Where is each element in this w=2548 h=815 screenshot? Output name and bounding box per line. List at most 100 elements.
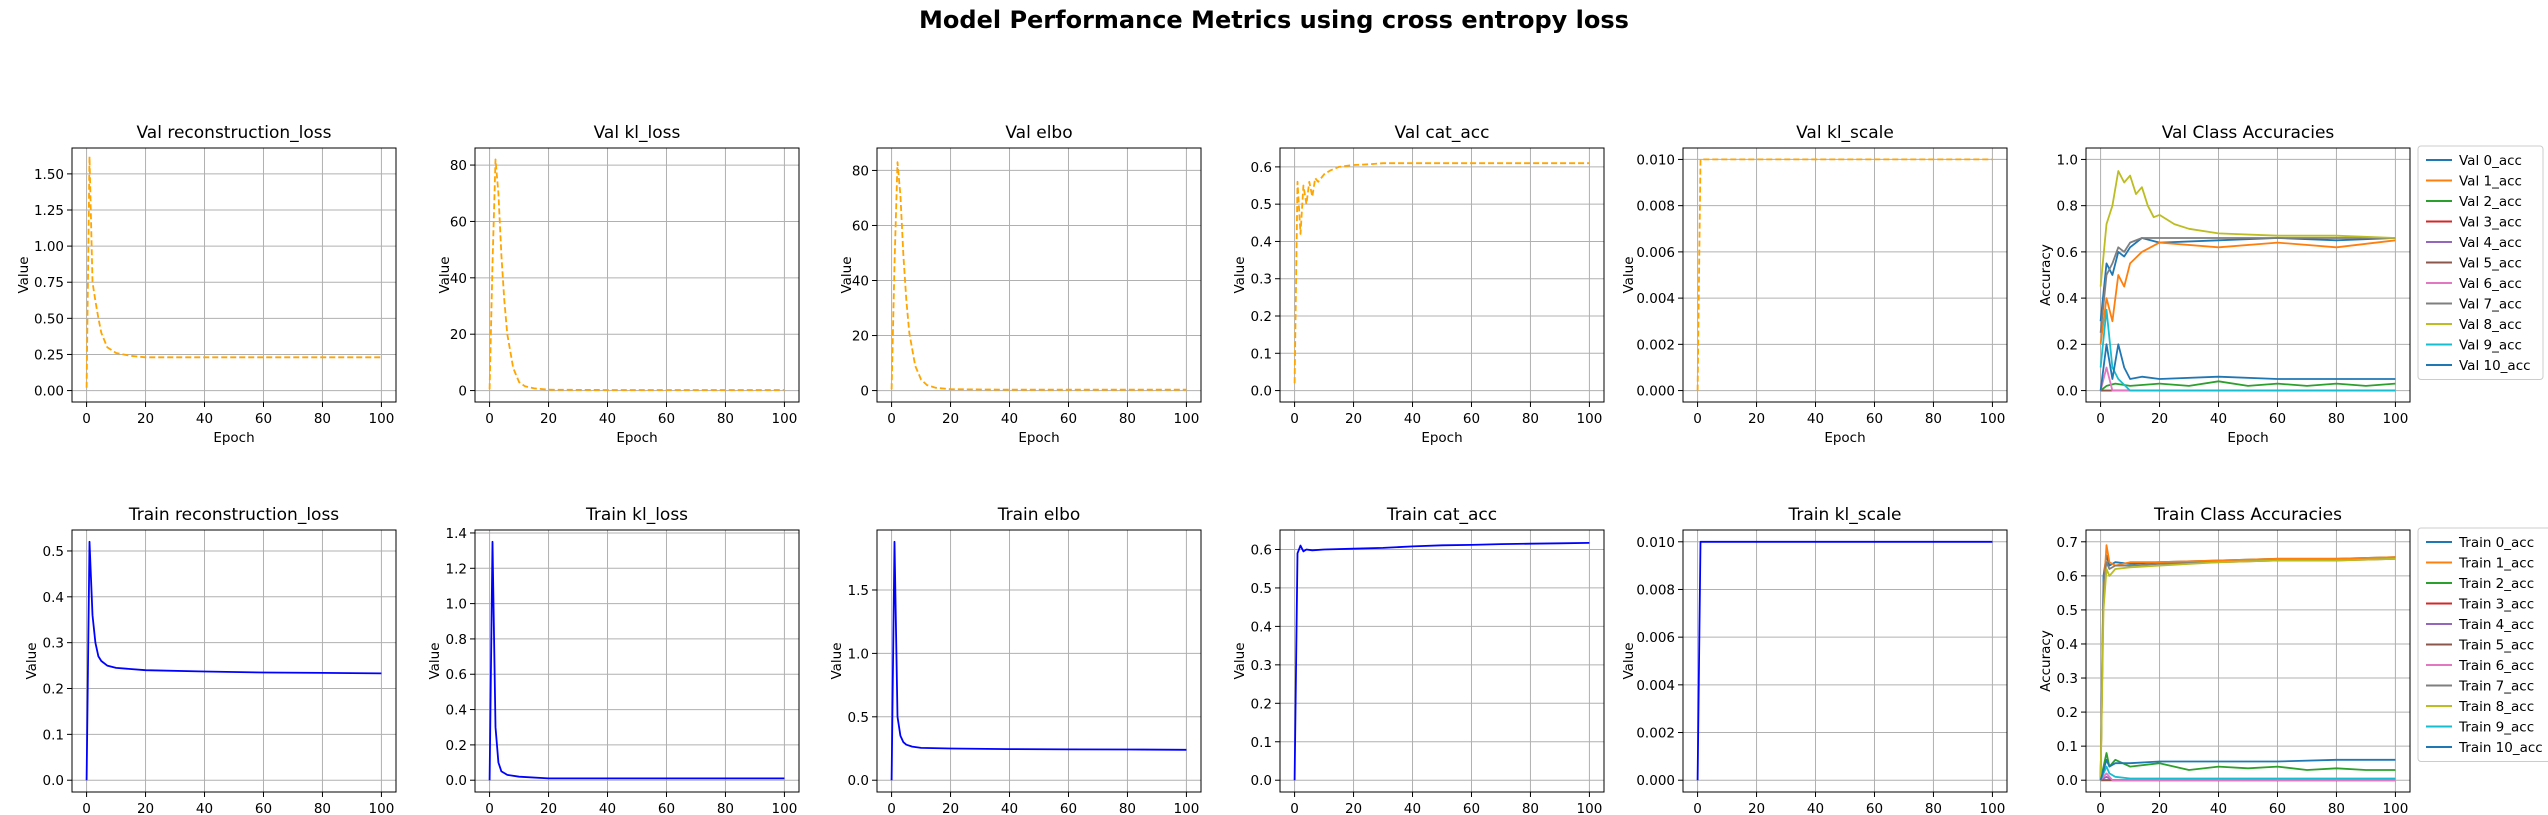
legend-label: Val 1_acc (2459, 174, 2522, 190)
y-tick-label: 1.5 (848, 583, 869, 599)
series-line (890, 540, 1187, 781)
x-tick-label: 40 (1807, 411, 1824, 427)
legend-label: Train 6_acc (2458, 658, 2534, 674)
panel-title: Val cat_acc (1395, 123, 1490, 143)
y-tick-label: 0.004 (1636, 678, 1675, 694)
y-tick-label: 1.2 (446, 561, 467, 577)
x-tick-label: 60 (658, 801, 675, 815)
legend-label: Val 2_acc (2459, 194, 2522, 210)
y-tick-label: 0.1 (2057, 739, 2078, 755)
x-tick-label: 0 (1290, 411, 1299, 427)
series-line (2099, 772, 2396, 782)
series-line (2099, 557, 2396, 781)
y-axis-label: Value (1232, 256, 1248, 293)
x-tick-label: 100 (1174, 411, 1200, 427)
x-tick-label: 60 (1060, 411, 1077, 427)
series-line (488, 540, 785, 781)
y-tick-label: 80 (852, 163, 869, 179)
legend-box (2417, 145, 2544, 380)
series-line (488, 158, 785, 391)
series-line (85, 155, 382, 388)
axes-frame (71, 147, 397, 403)
y-tick-label: 0.4 (2057, 291, 2078, 307)
y-axis-label: Value (829, 642, 845, 679)
series-line (1696, 158, 1993, 391)
y-tick-label: 1.0 (2057, 152, 2078, 168)
y-tick-label: 0.4 (1251, 619, 1272, 635)
legend-label: Train 4_acc (2458, 617, 2534, 633)
figure-title: Model Performance Metrics using cross en… (919, 6, 1629, 34)
legend-label: Val 6_acc (2459, 276, 2522, 292)
y-tick-label: 0.75 (34, 275, 64, 291)
y-tick-label: 0.3 (43, 636, 64, 652)
x-tick-label: 60 (1060, 801, 1077, 815)
x-tick-label: 60 (255, 411, 272, 427)
x-tick-label: 40 (196, 411, 213, 427)
chart-panel: 0 20 40 60 80 100 0.0 0.1 0.2 0.3 0.4 0.5 0.6 Train c… (1232, 505, 1605, 815)
y-axis-label: Value (16, 256, 32, 293)
y-tick-label: 0.5 (2057, 603, 2078, 619)
y-tick-label: 80 (450, 158, 467, 174)
y-tick-label: 0.002 (1636, 726, 1675, 742)
series-line (2099, 752, 2396, 781)
series-line (2099, 343, 2396, 391)
panel-title: Train kl_scale (1787, 505, 1901, 525)
y-tick-label: 0.2 (43, 682, 64, 698)
x-tick-label: 0 (887, 411, 896, 427)
series-line (1293, 542, 1590, 781)
legend-label: Val 0_acc (2459, 153, 2522, 169)
y-tick-label: 0.4 (43, 590, 64, 606)
x-tick-label: 0 (82, 411, 91, 427)
x-tick-label: 80 (1119, 411, 1136, 427)
x-axis-label: Epoch (2227, 430, 2268, 446)
legend-label: Train 10_acc (2458, 740, 2543, 756)
axes-frame (2085, 529, 2411, 793)
x-tick-label: 40 (196, 801, 213, 815)
y-tick-label: 0.008 (1636, 582, 1675, 598)
axes-frame (1682, 147, 2008, 403)
y-tick-label: 0.0 (446, 773, 467, 789)
y-axis-label: Value (1621, 642, 1637, 679)
y-axis-label: Accuracy (2038, 244, 2054, 306)
x-tick-label: 60 (1866, 801, 1883, 815)
chart-panel: 0 20 40 60 80 100 0 20 40 60 80 Val kl_loss Epoch Val… (437, 123, 800, 446)
y-tick-label: 0.1 (1251, 735, 1272, 751)
y-tick-label: 0.0 (848, 773, 869, 789)
y-axis-label: Value (437, 256, 453, 293)
y-axis-label: Value (24, 642, 40, 679)
y-axis-label: Value (1621, 256, 1637, 293)
y-tick-label: 60 (852, 218, 869, 234)
y-axis-label: Value (839, 256, 855, 293)
y-tick-label: 0.6 (2057, 569, 2078, 585)
x-tick-label: 40 (1001, 411, 1018, 427)
y-tick-label: 0.2 (2057, 705, 2078, 721)
x-tick-label: 100 (369, 801, 395, 815)
y-tick-label: 0.5 (1251, 197, 1272, 213)
series-line (2099, 758, 2396, 781)
x-tick-label: 60 (2269, 411, 2286, 427)
y-tick-label: 0 (458, 384, 467, 400)
x-tick-label: 100 (1980, 411, 2006, 427)
legend-label: Val 10_acc (2459, 358, 2531, 374)
y-tick-label: 0.006 (1636, 245, 1675, 261)
series-line (2099, 557, 2396, 781)
y-tick-label: 1.4 (446, 526, 467, 542)
x-tick-label: 80 (717, 411, 734, 427)
series-line (1293, 162, 1590, 384)
legend-label: Val 3_acc (2459, 215, 2522, 231)
x-tick-label: 100 (2383, 411, 2409, 427)
legend-label: Train 7_acc (2458, 679, 2534, 695)
y-tick-label: 0.8 (2057, 199, 2078, 215)
x-tick-label: 40 (1807, 801, 1824, 815)
x-tick-label: 0 (82, 801, 91, 815)
y-tick-label: 1.0 (446, 597, 467, 613)
legend-label: Train 8_acc (2458, 699, 2534, 715)
x-tick-label: 100 (1577, 801, 1603, 815)
legend-label: Val 8_acc (2459, 317, 2522, 333)
chart-panel: 0 20 40 60 80 100 0.0 0.2 0.4 0.6 0.8 1.0 Val Class … (2038, 123, 2544, 446)
chart-panel: 0 20 40 60 80 100 0 20 40 60 80 Val elbo Epoch Value (839, 123, 1202, 446)
y-tick-label: 0.4 (446, 703, 467, 719)
legend-box (2417, 527, 2548, 762)
chart-panel: 0 20 40 60 80 100 0.0 0.2 0.4 0.6 0.8 1.0 1.2 1.4 Trai… (427, 505, 800, 815)
